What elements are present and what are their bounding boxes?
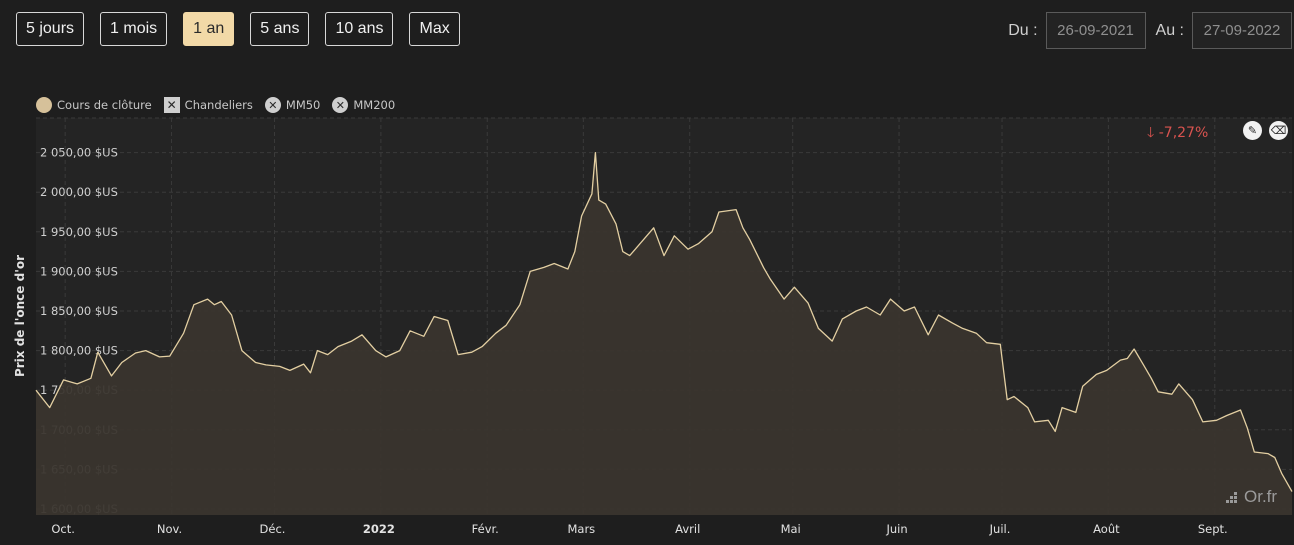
filled-circle-icon <box>36 97 52 113</box>
range-button-5-jours[interactable]: 5 jours <box>16 12 85 46</box>
legend-item-mm200[interactable]: ✕ MM200 <box>332 97 395 113</box>
x-tick-label: Avril <box>675 522 700 536</box>
x-tick-label: Août <box>1093 522 1120 536</box>
range-button-1-mois[interactable]: 1 mois <box>100 12 168 46</box>
chart-legend: Cours de clôture ✕ Chandeliers ✕ MM50 ✕ … <box>36 97 395 113</box>
x-tick-label: Mai <box>781 522 801 536</box>
legend-item-chandeliers[interactable]: ✕ Chandeliers <box>163 97 253 113</box>
from-date-input[interactable] <box>1045 12 1146 49</box>
or-fr-watermark: Or.fr <box>1226 487 1277 507</box>
to-label: Au : <box>1155 21 1184 39</box>
legend-label: MM200 <box>353 98 396 112</box>
price-change-value: -7,27% <box>1158 125 1209 141</box>
x-square-icon: ✕ <box>163 97 180 113</box>
x-tick-label: Sept. <box>1198 522 1228 536</box>
price-line <box>35 151 1293 492</box>
range-selector: 5 jours 1 mois 1 an 5 ans 10 ans Max <box>16 12 460 46</box>
legend-item-mm50[interactable]: ✕ MM50 <box>264 97 321 113</box>
x-tick-label: Mars <box>567 522 595 536</box>
x-circle-icon: ✕ <box>264 97 281 113</box>
range-button-1-an[interactable]: 1 an <box>183 12 235 46</box>
pencil-icon[interactable]: ✎ <box>1243 121 1262 140</box>
price-change: 🡓 -7,27% <box>1147 122 1208 146</box>
range-button-5-ans[interactable]: 5 ans <box>250 12 310 46</box>
x-circle-icon: ✕ <box>332 97 349 113</box>
y-axis-title: Prix de l'once d'or <box>13 254 27 378</box>
y-tick-label: 1 800,00 $US <box>40 344 118 358</box>
x-tick-label: Juil. <box>989 522 1011 536</box>
price-area <box>36 152 1292 515</box>
from-label: Du : <box>1008 21 1038 39</box>
watermark-text: Or.fr <box>1244 487 1278 506</box>
legend-item-cours-de-cloture[interactable]: Cours de clôture <box>36 97 152 113</box>
eraser-icon[interactable]: ⌫ <box>1269 121 1288 140</box>
legend-label: Cours de clôture <box>57 98 152 112</box>
x-tick-label: 2022 <box>363 522 395 536</box>
range-button-10-ans[interactable]: 10 ans <box>325 12 394 46</box>
to-date-input[interactable] <box>1192 12 1292 49</box>
y-tick-label: 2 050,00 $US <box>40 146 118 160</box>
x-tick-label: Nov. <box>157 522 182 536</box>
x-tick-label: Juin <box>885 522 907 536</box>
y-tick-label: 1 950,00 $US <box>40 225 118 239</box>
x-tick-label: Déc. <box>260 522 286 536</box>
y-tick-label: 1 850,00 $US <box>40 304 118 318</box>
x-tick-label: Oct. <box>51 522 75 536</box>
date-range: Du : Au : <box>998 12 1292 49</box>
x-tick-label: Févr. <box>472 522 499 536</box>
legend-label: MM50 <box>285 98 321 112</box>
legend-label: Chandeliers <box>184 98 253 112</box>
range-button-max[interactable]: Max <box>409 12 460 46</box>
down-arrow-icon: 🡓 <box>1147 125 1155 141</box>
y-tick-label: 1 900,00 $US <box>40 264 118 278</box>
y-tick-label: 2 000,00 $US <box>40 185 118 199</box>
bars-icon <box>1226 491 1240 503</box>
